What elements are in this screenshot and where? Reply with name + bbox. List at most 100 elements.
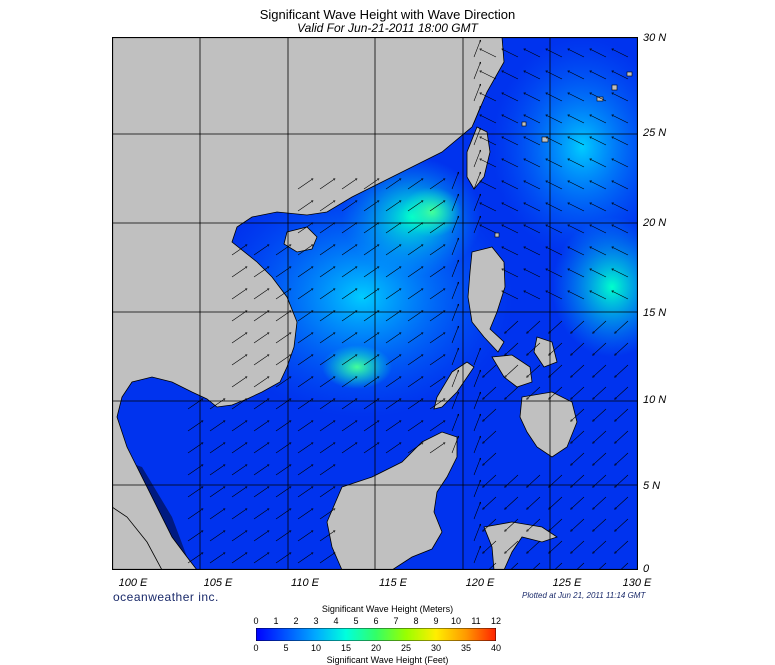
land-ryukyu-3 [626, 71, 633, 77]
wave-arrow [429, 443, 445, 454]
wave-arrow [231, 421, 247, 432]
wave-arrow [385, 201, 401, 212]
wave-arrow [319, 311, 335, 322]
wave-arrow [253, 267, 269, 278]
land-islet-a [541, 136, 549, 143]
wave-arrow [385, 443, 401, 454]
wave-arrow [451, 392, 459, 410]
wave-arrow [253, 553, 269, 564]
wave-arrow [209, 443, 225, 454]
wave-arrow [473, 458, 481, 476]
wave-arrow [297, 399, 313, 410]
wave-arrow [319, 553, 335, 564]
wave-arrow [319, 399, 335, 410]
wave-arrow [527, 320, 541, 333]
wave-arrow [363, 201, 379, 212]
wave-arrow [590, 115, 607, 124]
wave-arrow [231, 333, 247, 344]
wave-arrow [593, 430, 607, 443]
meters-tick-7: 7 [393, 616, 399, 626]
feet-tick-0: 0 [253, 643, 259, 653]
wave-arrow [385, 377, 401, 388]
lon-label-110e: 110 E [291, 577, 319, 589]
wave-arrow [546, 203, 563, 212]
map-grid [112, 37, 638, 570]
lon-label-130e: 130 E [622, 577, 652, 589]
wave-arrow [253, 399, 269, 410]
wave-arrow [524, 49, 541, 58]
wave-arrow [483, 496, 497, 509]
wave-arrow [297, 201, 313, 212]
brand-logo-text: oceanweather inc. [113, 590, 219, 604]
wave-arrow [209, 531, 225, 542]
wave-arrow [568, 181, 585, 190]
wave-arrow [546, 49, 563, 58]
wave-arrow [231, 355, 247, 366]
wave-arrow [275, 311, 291, 322]
wave-arrow [253, 355, 269, 366]
wave-field-east [552, 217, 638, 357]
lat-label-5n: 5 N [643, 480, 661, 492]
wave-arrow [502, 203, 519, 212]
wave-arrow [231, 289, 247, 300]
wave-arrow [593, 386, 607, 399]
wave-arrow [615, 540, 629, 553]
wave-arrow [363, 355, 379, 366]
wave-arrow [546, 247, 563, 256]
wave-arrow [568, 269, 585, 278]
wave-arrow [451, 370, 459, 388]
wave-arrow [571, 518, 585, 531]
wave-arrow [319, 245, 335, 256]
wave-arrow [363, 267, 379, 278]
wave-arrow [502, 159, 519, 168]
wave-arrow [524, 291, 541, 300]
feet-tick-25: 25 [400, 643, 412, 653]
wave-arrow [231, 311, 247, 322]
wave-arrow [253, 245, 269, 256]
wave-arrow [480, 159, 497, 168]
wave-arrow [319, 487, 335, 498]
wave-arrow [590, 269, 607, 278]
wave-field-peak-north [402, 187, 462, 237]
wave-arrow [549, 386, 563, 399]
wave-arrow [590, 137, 607, 146]
wave-arrow [187, 465, 203, 476]
wave-arrow [297, 465, 313, 476]
wave-arrow [231, 377, 247, 388]
wave-arrow [473, 194, 481, 212]
land-luzon [467, 246, 506, 353]
wave-arrow [590, 291, 607, 300]
wave-arrow [385, 421, 401, 432]
wave-arrow [505, 364, 519, 377]
wave-arrow [473, 436, 481, 454]
wave-arrow [253, 509, 269, 520]
land-mindanao [519, 391, 578, 458]
wave-arrow [524, 93, 541, 102]
wave-arrow [253, 333, 269, 344]
meters-tick-1: 1 [273, 616, 279, 626]
wave-arrow [549, 496, 563, 509]
wave-arrow [571, 496, 585, 509]
wave-map [112, 37, 638, 570]
wave-arrow [524, 71, 541, 80]
lat-label-10n: 10 N [643, 394, 667, 406]
meters-tick-6: 6 [373, 616, 379, 626]
wave-arrow [502, 49, 519, 58]
wave-arrow [473, 172, 481, 190]
wave-arrow [505, 518, 519, 531]
wave-arrow [612, 181, 629, 190]
wave-arrow [429, 289, 445, 300]
wave-arrow [473, 546, 481, 564]
land-sumatra [112, 506, 163, 570]
wave-arrow [527, 518, 541, 531]
wave-arrow [385, 245, 401, 256]
wave-arrow [612, 115, 629, 124]
wave-arrow [590, 93, 607, 102]
wave-arrow [385, 267, 401, 278]
meters-tick-0: 0 [253, 616, 259, 626]
wave-arrow [571, 342, 585, 355]
wave-arrow [505, 474, 519, 487]
wave-arrow [571, 364, 585, 377]
wave-arrow [363, 333, 379, 344]
wave-arrow [593, 540, 607, 553]
